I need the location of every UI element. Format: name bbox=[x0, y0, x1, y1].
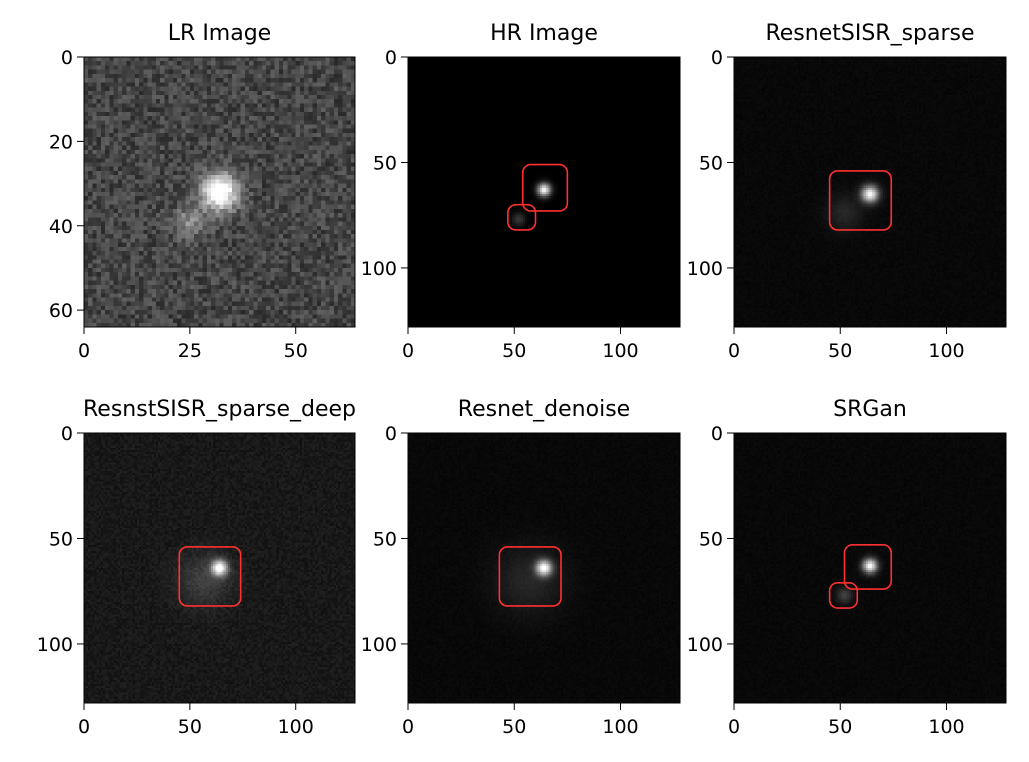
x-tick-label: 0 bbox=[728, 716, 740, 738]
highlight-box bbox=[507, 203, 537, 231]
x-tick-label: 100 bbox=[602, 716, 638, 738]
subplot-title: SRGan bbox=[833, 397, 907, 422]
y-tick-label: 50 bbox=[699, 152, 723, 174]
subplot-title: ResnetSISR_sparse bbox=[765, 21, 974, 46]
y-tick-label: 50 bbox=[373, 528, 397, 550]
y-tick-label: 100 bbox=[37, 634, 73, 656]
highlight-box bbox=[498, 546, 562, 607]
x-tick-label: 50 bbox=[828, 716, 852, 738]
highlight-box bbox=[828, 170, 893, 231]
highlight-box bbox=[521, 163, 569, 212]
x-tick-label: 50 bbox=[502, 340, 526, 362]
panel-image bbox=[408, 57, 680, 327]
axes-frame bbox=[83, 432, 356, 704]
y-tick-label: 100 bbox=[361, 634, 397, 656]
subplot-title: ResnstSISR_sparse_deep bbox=[83, 397, 356, 422]
subplot-3: 0 50 100 0 50 100 ResnetSISR_sparse bbox=[687, 21, 1007, 362]
panel-image bbox=[408, 433, 680, 703]
x-tick-label: 100 bbox=[278, 716, 314, 738]
x-tick-label: 0 bbox=[402, 716, 414, 738]
highlight-box bbox=[828, 581, 859, 609]
y-tick-label: 100 bbox=[687, 258, 723, 280]
highlight-box bbox=[178, 546, 242, 607]
axes-frame bbox=[733, 432, 1007, 704]
x-tick-label: 0 bbox=[78, 340, 90, 362]
y-tick-label: 50 bbox=[699, 528, 723, 550]
x-tick-label: 50 bbox=[502, 716, 526, 738]
subplot-title: HR Image bbox=[490, 21, 598, 46]
x-tick-label: 0 bbox=[728, 340, 740, 362]
y-tick-label: 60 bbox=[49, 300, 73, 322]
panel-image bbox=[734, 57, 1006, 327]
y-tick-label: 0 bbox=[61, 47, 73, 69]
y-tick-label: 0 bbox=[385, 423, 397, 445]
x-tick-label: 50 bbox=[284, 340, 308, 362]
subplot-1: 0 25 50 0 20 40 60 LR Image bbox=[49, 21, 356, 362]
x-tick-label: 50 bbox=[178, 716, 202, 738]
subplot-title: LR Image bbox=[168, 21, 271, 46]
axes-frame bbox=[83, 56, 356, 328]
y-tick-label: 100 bbox=[361, 258, 397, 280]
subplot-title: Resnet_denoise bbox=[458, 397, 630, 422]
y-tick-label: 50 bbox=[49, 528, 73, 550]
y-tick-label: 40 bbox=[49, 216, 73, 238]
panel-image bbox=[84, 433, 355, 703]
panel-image bbox=[84, 57, 355, 327]
axes-frame bbox=[407, 56, 681, 328]
highlight-box bbox=[843, 543, 893, 590]
subplot-4: 0 50 100 0 50 100 ResnstSISR_sparse_deep bbox=[37, 397, 356, 738]
x-tick-label: 0 bbox=[402, 340, 414, 362]
axes-frame bbox=[407, 432, 681, 704]
x-tick-label: 25 bbox=[178, 340, 202, 362]
x-tick-label: 100 bbox=[602, 340, 638, 362]
subplot-2: 0 50 100 0 50 100 HR Image bbox=[361, 21, 681, 362]
y-tick-label: 0 bbox=[385, 47, 397, 69]
subplot-6: 0 50 100 0 50 100 SRGan bbox=[687, 397, 1007, 738]
x-tick-label: 50 bbox=[828, 340, 852, 362]
y-tick-label: 20 bbox=[49, 131, 73, 153]
y-tick-label: 0 bbox=[711, 423, 723, 445]
x-tick-label: 0 bbox=[78, 716, 90, 738]
x-tick-label: 100 bbox=[928, 340, 964, 362]
y-tick-label: 0 bbox=[711, 47, 723, 69]
y-tick-label: 0 bbox=[61, 423, 73, 445]
axes-frame bbox=[733, 56, 1007, 328]
y-tick-label: 100 bbox=[687, 634, 723, 656]
y-tick-label: 50 bbox=[373, 152, 397, 174]
panel-image bbox=[734, 433, 1006, 703]
subplot-5: 0 50 100 0 50 100 Resnet_denoise bbox=[361, 397, 681, 738]
x-tick-label: 100 bbox=[928, 716, 964, 738]
